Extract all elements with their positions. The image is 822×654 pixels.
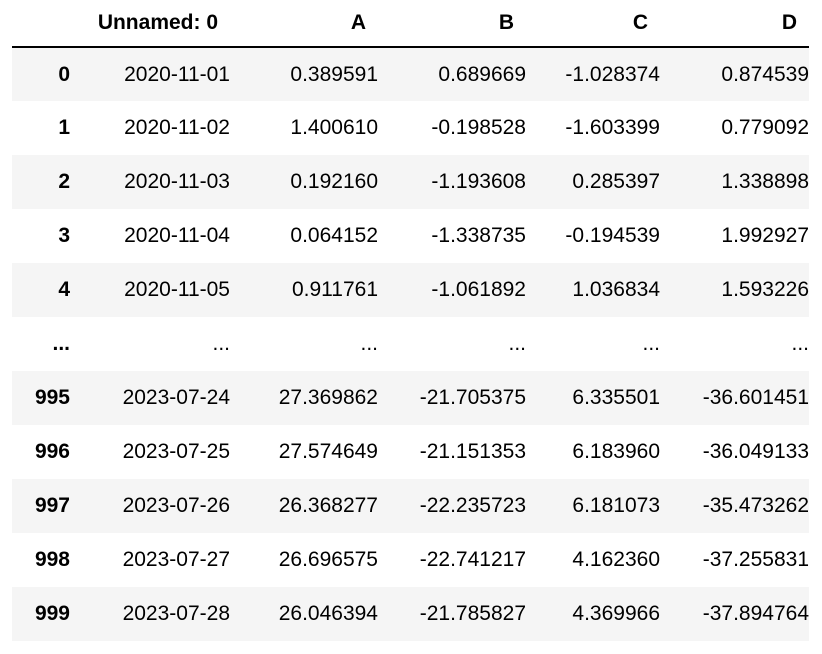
table-cell: ... (642, 332, 660, 355)
table-cell: 26.696575 (278, 548, 378, 571)
table-cell: ... (360, 332, 378, 355)
row-index: ... (52, 332, 70, 355)
table-cell: -37.894764 (702, 602, 809, 625)
table-cell: 26.368277 (278, 494, 378, 517)
table-cell: -37.255831 (702, 548, 809, 571)
column-header-c: C (526, 0, 660, 48)
table-cell: 27.574649 (278, 440, 378, 463)
column-header-unnamed-0: Unnamed: 0 (82, 0, 230, 48)
table-row: 999 2023-07-28 26.046394 -21.785827 4.369966… (12, 587, 809, 641)
dataframe-table: Unnamed: 0 A B C D 0 2020-11-01 0.389591 0.… (12, 0, 809, 641)
table-row: 1 2020-11-02 1.400610 -0.198528 -1.603399 0.7… (12, 101, 809, 155)
table-cell: 0.285397 (572, 170, 660, 193)
table-cell: 0.689669 (438, 62, 526, 86)
table-cell: ... (212, 332, 230, 355)
table-cell: -1.603399 (565, 116, 660, 139)
row-index: 3 (58, 224, 70, 247)
header-row: Unnamed: 0 A B C D (12, 0, 809, 48)
table-row: 998 2023-07-27 26.696575 -22.741217 4.162360… (12, 533, 809, 587)
table-cell: 4.162360 (572, 548, 660, 571)
table-row: .................. (12, 317, 809, 371)
table-cell: 0.192160 (290, 170, 378, 193)
table-cell: 1.992927 (721, 224, 809, 247)
table-cell: 27.369862 (278, 386, 378, 409)
table-cell: 2020-11-01 (124, 62, 230, 86)
row-index: 0 (58, 62, 70, 86)
table-row: 996 2023-07-25 27.574649 -21.151353 6.183960… (12, 425, 809, 479)
dataframe-container: Unnamed: 0 A B C D 0 2020-11-01 0.389591 0.… (12, 0, 809, 641)
table-row: 995 2023-07-24 27.369862 -21.705375 6.335501… (12, 371, 809, 425)
table-cell: 2020-11-04 (124, 224, 230, 247)
table-cell: -21.785827 (419, 602, 526, 625)
table-cell: 0.911761 (291, 278, 378, 301)
table-cell: 2020-11-03 (124, 170, 230, 193)
column-header-d: D (660, 0, 809, 48)
table-row: 4 2020-11-05 0.911761 -1.061892 1.036834 1.59… (12, 263, 809, 317)
table-cell: 0.389591 (290, 62, 378, 86)
table-cell: 0.064152 (290, 224, 378, 247)
table-body: 0 2020-11-01 0.389591 0.689669 -1.028374 0.87… (12, 47, 809, 641)
table-row: 997 2023-07-26 26.368277 -22.235723 6.181073… (12, 479, 809, 533)
column-header-a: A (230, 0, 378, 48)
table-cell: 2023-07-24 (122, 386, 230, 409)
table-cell: 6.183960 (572, 440, 660, 463)
column-header-b: B (378, 0, 526, 48)
table-row: 3 2020-11-04 0.064152 -1.338735 -0.194539 1.9… (12, 209, 809, 263)
table-cell: 2023-07-27 (122, 548, 230, 571)
table-cell: -1.338735 (431, 224, 526, 247)
table-cell: 6.335501 (572, 386, 660, 409)
row-index: 999 (34, 602, 70, 625)
table-cell: 1.400610 (290, 116, 378, 139)
table-cell: -0.198528 (431, 116, 526, 139)
row-index: 1 (58, 116, 70, 139)
table-cell: -1.061892 (431, 278, 526, 301)
table-cell: 1.593226 (721, 278, 809, 301)
table-cell: -35.473262 (702, 494, 809, 517)
table-cell: -1.193608 (431, 170, 526, 193)
table-cell: -22.235723 (419, 494, 526, 517)
table-cell: -0.194539 (565, 224, 660, 247)
table-cell: 2023-07-26 (122, 494, 230, 517)
row-index: 995 (34, 386, 70, 409)
table-cell: 1.036834 (572, 278, 660, 301)
table-row: 0 2020-11-01 0.389591 0.689669 -1.028374 0.87… (12, 47, 809, 101)
table-cell: 2020-11-02 (124, 116, 230, 139)
column-header-index (12, 0, 82, 48)
table-cell: -21.705375 (419, 386, 526, 409)
table-header: Unnamed: 0 A B C D (12, 0, 809, 48)
row-index: 4 (58, 278, 70, 301)
row-index: 2 (58, 170, 70, 193)
table-cell: 6.181073 (572, 494, 660, 517)
table-cell: -36.601451 (702, 386, 809, 409)
table-cell: -22.741217 (419, 548, 526, 571)
table-cell: 2020-11-05 (124, 278, 230, 301)
table-cell: -1.028374 (565, 62, 660, 86)
table-cell: 0.779092 (721, 116, 809, 139)
table-cell: 4.369966 (572, 602, 660, 625)
table-cell: 2023-07-25 (122, 440, 230, 463)
table-cell: -21.151353 (419, 440, 526, 463)
table-cell: 2023-07-28 (122, 602, 230, 625)
row-index: 997 (34, 494, 70, 517)
table-cell: 26.046394 (278, 602, 378, 625)
row-index: 996 (34, 440, 70, 463)
table-row: 2 2020-11-03 0.192160 -1.193608 0.285397 1.33… (12, 155, 809, 209)
table-cell: ... (791, 332, 809, 355)
table-cell: -36.049133 (702, 440, 809, 463)
row-index: 998 (34, 548, 70, 571)
table-cell: 1.338898 (721, 170, 809, 193)
table-cell: 0.874539 (721, 62, 809, 86)
table-cell: ... (508, 332, 526, 355)
